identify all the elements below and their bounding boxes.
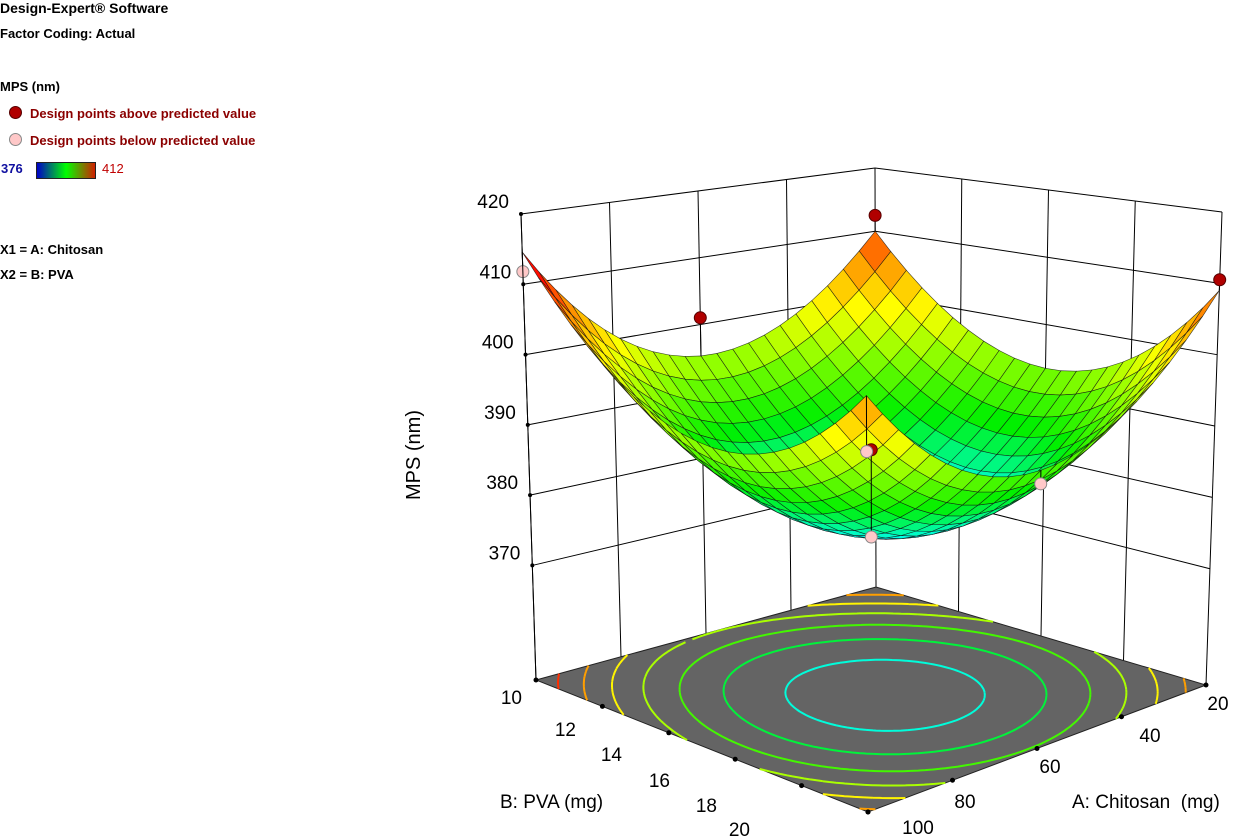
response-title: MPS (nm) bbox=[0, 79, 60, 94]
contour-line bbox=[722, 638, 1048, 756]
response-surface bbox=[521, 230, 1220, 540]
contour-line bbox=[678, 623, 1092, 773]
design-point-above bbox=[693, 311, 707, 325]
b-tick-label: 18 bbox=[696, 796, 717, 817]
z-tick bbox=[530, 563, 535, 568]
scale-max: 412 bbox=[102, 161, 124, 176]
z-tick bbox=[525, 422, 530, 427]
b-tick bbox=[732, 756, 738, 762]
right-wall-vertical bbox=[1123, 200, 1136, 661]
z-tick-label: 380 bbox=[486, 473, 518, 494]
a-tick-label: 40 bbox=[1139, 726, 1160, 747]
a-axis-label: A: Chitosan (mg) bbox=[1072, 792, 1220, 813]
color-scale-bar bbox=[36, 162, 96, 179]
surface-cell bbox=[538, 271, 573, 316]
software-title: Design-Expert® Software bbox=[0, 0, 169, 16]
x2-definition: X2 = B: PVA bbox=[0, 267, 74, 282]
contour-line bbox=[784, 658, 986, 732]
z-tick-label: 420 bbox=[477, 192, 509, 213]
a-tick bbox=[1203, 682, 1209, 688]
z-tick bbox=[521, 282, 526, 287]
design-point-above bbox=[1213, 273, 1227, 287]
left-wall-vertical bbox=[609, 202, 622, 657]
b-tick-label: 10 bbox=[501, 688, 522, 709]
b-tick-label: 20 bbox=[729, 820, 750, 836]
z-axis-label: MPS (nm) bbox=[403, 410, 425, 500]
z-tick bbox=[519, 212, 523, 216]
b-tick-label: 16 bbox=[649, 771, 670, 792]
floor-plane bbox=[534, 586, 1208, 813]
a-tick-label: 80 bbox=[954, 792, 975, 813]
floor-contour-plane bbox=[534, 586, 1208, 813]
a-tick-label: 20 bbox=[1207, 694, 1228, 715]
z-tick-label: 390 bbox=[484, 403, 516, 424]
z-tick bbox=[528, 493, 533, 498]
legend-above-label: Design points above predicted value bbox=[30, 106, 257, 121]
b-tick bbox=[666, 730, 672, 736]
z-axis-line bbox=[520, 213, 537, 681]
surface-cell bbox=[1186, 290, 1220, 334]
b-tick bbox=[599, 703, 605, 709]
a-tick bbox=[1119, 714, 1124, 720]
axis-ticks: 370 380 390 400 410 420 10 12 14 16 18 20 20 40 60 80 10… bbox=[477, 192, 1228, 836]
below-point-icon bbox=[9, 133, 22, 146]
b-tick bbox=[799, 783, 805, 789]
z-tick-label: 410 bbox=[480, 262, 512, 283]
contour-line bbox=[611, 602, 1159, 800]
design-point-below bbox=[864, 530, 878, 544]
a-tick bbox=[950, 777, 955, 783]
contour-line bbox=[557, 673, 560, 690]
legend-below-label: Design points below predicted value bbox=[30, 133, 256, 148]
b-tick-label: 12 bbox=[555, 720, 576, 741]
a-tick-label: 60 bbox=[1039, 757, 1060, 778]
scale-min: 376 bbox=[1, 161, 23, 176]
design-point-below bbox=[860, 445, 874, 459]
surface-cell bbox=[1170, 307, 1204, 349]
z-tick bbox=[523, 352, 528, 357]
design-point-above bbox=[868, 208, 882, 222]
b-axis-label: B: PVA (mg) bbox=[500, 792, 603, 813]
above-point-icon bbox=[9, 106, 22, 119]
contour-line bbox=[582, 593, 1187, 811]
design-point-below bbox=[1034, 477, 1048, 491]
z-tick-label: 400 bbox=[482, 333, 514, 354]
b-tick bbox=[533, 677, 539, 683]
z-tick-label: 370 bbox=[489, 543, 521, 564]
factor-coding: Factor Coding: Actual bbox=[0, 26, 136, 41]
a-tick bbox=[1034, 746, 1040, 751]
x1-definition: X1 = A: Chitosan bbox=[0, 242, 104, 257]
contour-line bbox=[642, 612, 1128, 787]
a-tick-label: 100 bbox=[902, 818, 934, 836]
a-tick bbox=[865, 809, 871, 815]
b-tick-label: 14 bbox=[601, 745, 623, 766]
legend-above: Design points above predicted value bbox=[9, 106, 256, 121]
legend-below: Design points below predicted value bbox=[9, 133, 255, 148]
